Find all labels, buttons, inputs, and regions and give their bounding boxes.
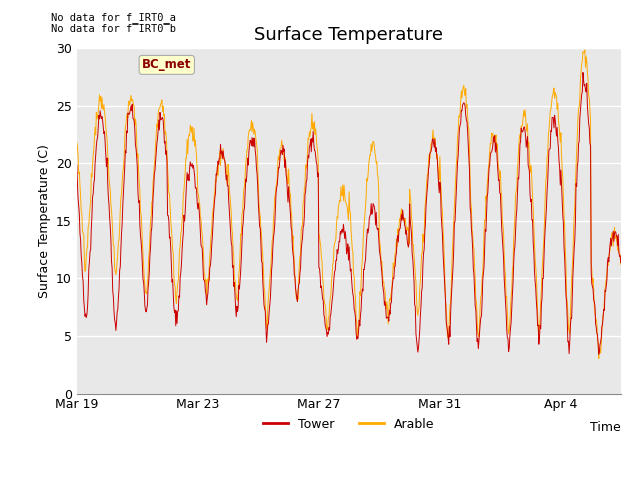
- Text: Time: Time: [590, 421, 621, 434]
- Y-axis label: Surface Temperature (C): Surface Temperature (C): [38, 144, 51, 298]
- Legend: Tower, Arable: Tower, Arable: [258, 413, 440, 436]
- Text: No data for f̅IRT0̅b: No data for f̅IRT0̅b: [51, 24, 176, 34]
- Text: BC_met: BC_met: [142, 59, 191, 72]
- Text: No data for f_IRT0_a: No data for f_IRT0_a: [51, 12, 176, 23]
- Title: Surface Temperature: Surface Temperature: [254, 25, 444, 44]
